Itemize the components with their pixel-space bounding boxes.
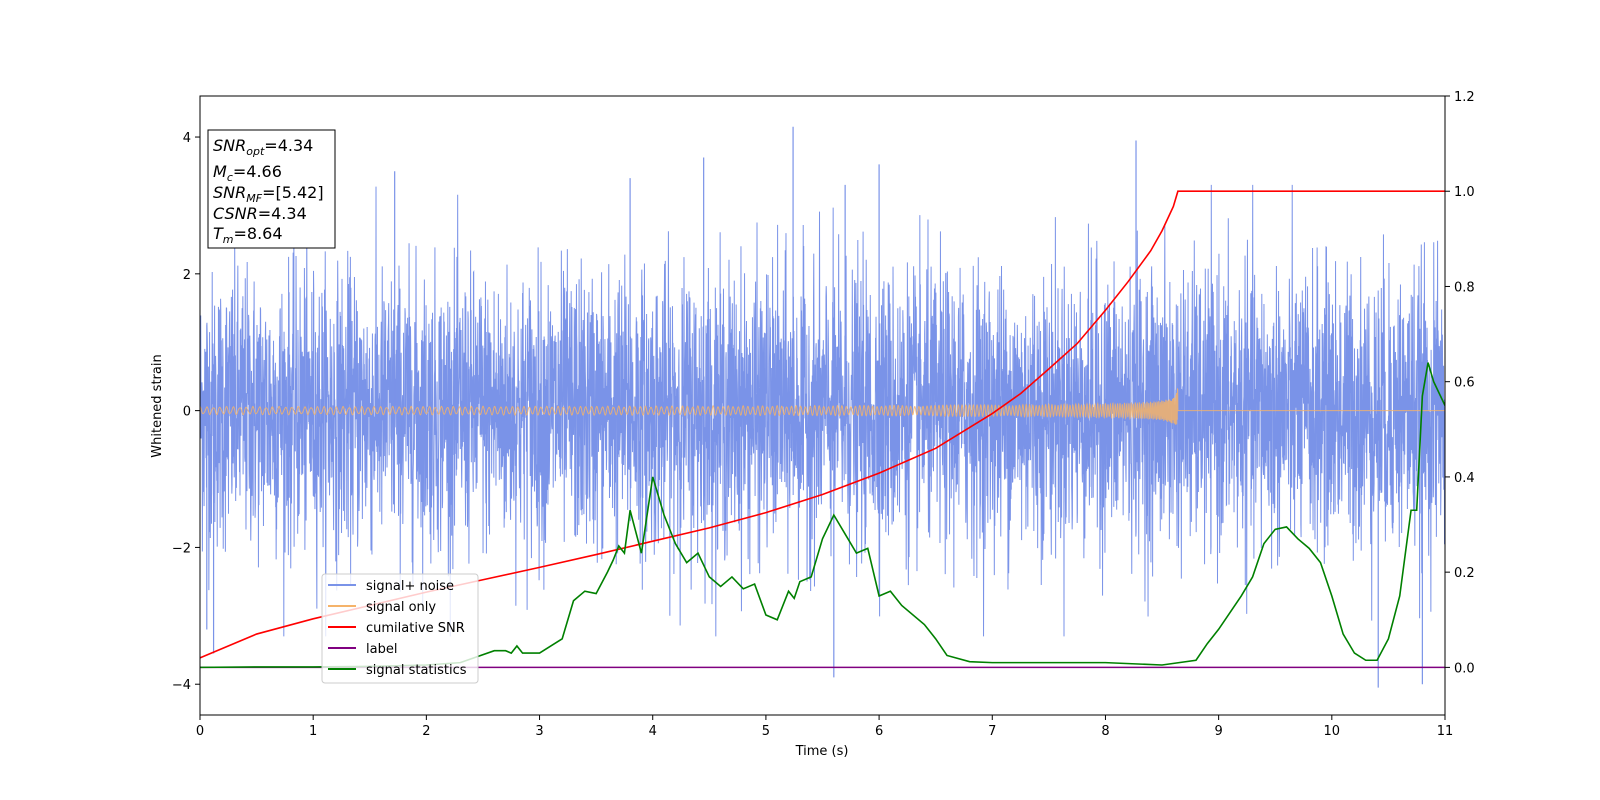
legend-label-label: label (366, 642, 397, 657)
y-right-tick-label: 1.2 (1454, 90, 1475, 105)
annotation-line-csnr: CSNR=4.34 (213, 204, 307, 223)
x-tick-label: 9 (1214, 724, 1222, 739)
y-left-tick-label: −4 (172, 678, 191, 693)
legend-item-label: label (328, 642, 397, 657)
series-signal-statistics (200, 362, 1445, 669)
legend: signal+ noise signal only cumilative SNR… (321, 573, 479, 684)
series-signal-only (200, 387, 1445, 425)
y-right-tick-label: 0.0 (1454, 661, 1475, 676)
x-tick-label: 7 (988, 724, 996, 739)
annotation-box: SNRopt=4.34 Mc=4.66 SNRMF=[5.42] CSNR=4.… (207, 129, 336, 249)
y-right-tick-label: 0.8 (1454, 280, 1475, 295)
annotation-line-mc: Mc=4.66 (213, 162, 282, 184)
y-right-tick-label: 0.2 (1454, 566, 1475, 581)
legend-item-cumulative-snr: cumilative SNR (328, 621, 465, 636)
x-tick-label: 6 (875, 724, 883, 739)
legend-label-cumulative-snr: cumilative SNR (366, 621, 465, 636)
x-tick-label: 8 (1101, 724, 1109, 739)
x-tick-label: 0 (196, 724, 204, 739)
series-signal-noise (200, 184, 1445, 637)
legend-label-signal-only: signal only (366, 600, 436, 615)
x-tick-label: 2 (422, 724, 430, 739)
x-tick-label: 1 (309, 724, 317, 739)
x-tick-label: 4 (649, 724, 657, 739)
annotation-line-snr-mf: SNRMF=[5.42] (213, 183, 324, 205)
y-right-tick-label: 0.4 (1454, 471, 1475, 486)
y-left-tick-label: −2 (172, 541, 191, 556)
legend-item-signal-noise: signal+ noise (328, 579, 454, 594)
x-axis-label: Time (s) (795, 744, 849, 759)
y-left-tick-label: 0 (183, 405, 191, 420)
legend-label-signal-statistics: signal statistics (366, 663, 467, 678)
annotation-line-tm: Tm=8.64 (213, 224, 283, 246)
x-tick-label: 3 (535, 724, 543, 739)
y-left-tick-label: 2 (183, 268, 191, 283)
x-tick-label: 11 (1437, 724, 1454, 739)
annotation-line-snr-opt: SNRopt=4.34 (213, 136, 313, 158)
y-right-tick-label: 1.0 (1454, 185, 1475, 200)
legend-label-signal-noise: signal+ noise (366, 579, 454, 594)
y-axis-label: Whitened strain (150, 354, 165, 457)
legend-item-signal-only: signal only (328, 600, 436, 615)
x-tick-label: 5 (762, 724, 770, 739)
x-tick-label: 10 (1324, 724, 1341, 739)
annotation-frame (207, 129, 336, 249)
y-left-tick-label: 4 (183, 131, 191, 146)
y-right-tick-label: 0.6 (1454, 376, 1475, 391)
legend-item-signal-statistics: signal statistics (328, 663, 467, 678)
plot-frame (199, 95, 1446, 716)
ticks-layer: 0 1 2 3 4 5 6 7 8 9 10 11 4 2 0 −2 −4 1.2 1.0 0.8 0.6 0.4 0.2 0… (172, 90, 1475, 739)
legend-frame (321, 573, 479, 684)
